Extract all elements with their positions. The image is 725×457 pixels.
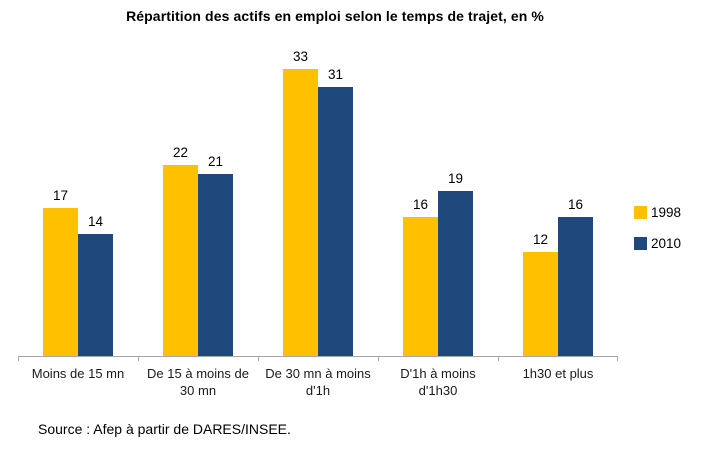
category-label: Moins de 15 mn xyxy=(31,366,125,381)
legend-label: 1998 xyxy=(651,204,682,220)
bar-1998 xyxy=(43,208,78,356)
value-label-1998: 17 xyxy=(52,188,69,203)
value-label-2010: 19 xyxy=(447,171,464,186)
bar-2010 xyxy=(78,234,113,356)
category-label: De 15 à moins de 30 mn xyxy=(147,366,249,398)
category-axis-labels: Moins de 15 mn De 15 à moins de 30 mn De 3… xyxy=(18,365,618,399)
value-label-2010: 16 xyxy=(567,197,584,212)
bar-2010 xyxy=(318,87,353,356)
axis-tick xyxy=(378,356,379,361)
value-label-1998: 16 xyxy=(412,197,429,212)
category-group: 22 21 xyxy=(138,52,258,356)
category-label: D'1h à moins d'1h30 xyxy=(400,366,476,398)
legend-label: 2010 xyxy=(651,235,682,251)
plot-area: 17 14 22 21 33 31 16 19 12 16 xyxy=(18,49,618,361)
value-label-2010: 21 xyxy=(207,154,224,169)
axis-tick xyxy=(617,356,618,361)
bar-2010 xyxy=(198,174,233,356)
axis-tick xyxy=(498,356,499,361)
chart-title: Répartition des actifs en emploi selon l… xyxy=(126,8,544,24)
bar-1998 xyxy=(403,217,438,356)
category-label: 1h30 et plus xyxy=(522,366,594,381)
bar-1998 xyxy=(283,69,318,356)
bar-2010 xyxy=(558,217,593,356)
bar-1998 xyxy=(163,165,198,356)
category-group: 33 31 xyxy=(258,49,378,356)
legend-swatch-icon xyxy=(634,236,647,250)
category-group: 12 16 xyxy=(498,52,618,356)
bar-1998 xyxy=(523,252,558,356)
axis-tick xyxy=(258,356,259,361)
value-label-1998: 33 xyxy=(292,49,309,64)
legend: 1998 2010 xyxy=(634,204,681,266)
axis-tick xyxy=(18,356,19,361)
axis-tick xyxy=(138,356,139,361)
value-label-1998: 12 xyxy=(532,232,549,247)
value-label-2010: 14 xyxy=(87,214,104,229)
category-group: 16 19 xyxy=(378,52,498,356)
bar-2010 xyxy=(438,191,473,356)
category-label: De 30 mn à moins d'1h xyxy=(265,366,371,398)
source-note: Source : Afep à partir de DARES/INSEE. xyxy=(38,421,291,437)
legend-swatch-icon xyxy=(634,205,647,219)
category-group: 17 14 xyxy=(18,52,138,356)
legend-item-2010: 2010 xyxy=(634,235,681,251)
legend-item-1998: 1998 xyxy=(634,204,681,220)
value-label-1998: 22 xyxy=(172,145,189,160)
value-label-2010: 31 xyxy=(327,67,344,82)
